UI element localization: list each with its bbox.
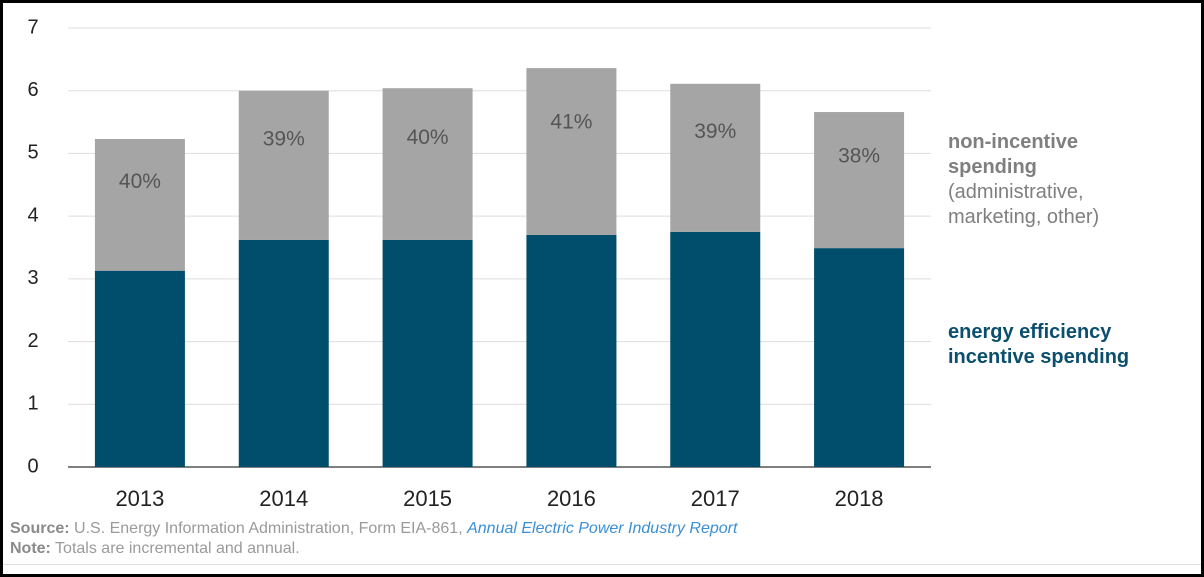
chart: 0 1 2 3 4 5 6 7 40% 2013 39% 2014 40% 2015 41% 2016 39% 2… <box>27 16 931 511</box>
note-text: Totals are incremental and annual. <box>55 540 300 557</box>
x-tick-label: 2017 <box>691 486 740 511</box>
legend-label: non-incentive spending <box>948 131 1079 178</box>
source-link[interactable]: Annual Electric Power Industry Report <box>467 520 738 537</box>
y-tick-label: 7 <box>27 16 38 38</box>
bar-segment <box>670 231 761 467</box>
bar-segment <box>526 234 617 467</box>
note-label: Note: <box>10 540 51 557</box>
share-label: 38% <box>838 144 880 167</box>
source-label: Source: <box>10 520 70 537</box>
bar-segment <box>238 90 329 240</box>
legend-nonincentive: non-incentive spending (administrative, … <box>948 130 1178 230</box>
divider <box>3 564 1201 565</box>
bar-segment <box>94 270 185 467</box>
bar-segment <box>814 248 905 467</box>
y-tick-label: 0 <box>27 455 38 477</box>
legend-note: (administrative, marketing, other) <box>948 181 1100 228</box>
y-tick-label: 1 <box>27 393 38 415</box>
share-label: 40% <box>119 170 161 193</box>
x-tick-label: 2018 <box>835 486 884 511</box>
bar-segment <box>526 68 617 235</box>
x-tick-label: 2015 <box>403 486 452 511</box>
share-label: 41% <box>550 111 592 134</box>
y-tick-label: 5 <box>27 142 38 164</box>
bar-segment <box>382 239 473 467</box>
note: Note: Totals are incremental and annual. <box>10 540 300 558</box>
legend-incentive: energy efficiency incentive spending <box>948 321 1130 368</box>
x-tick-label: 2013 <box>115 486 164 511</box>
bar-segment <box>670 83 761 232</box>
share-label: 39% <box>694 120 736 143</box>
y-tick-label: 6 <box>27 79 38 101</box>
source: Source: U.S. Energy Information Administ… <box>10 520 737 538</box>
x-tick-label: 2016 <box>547 486 596 511</box>
y-tick-label: 2 <box>27 330 38 352</box>
y-tick-label: 4 <box>27 204 38 226</box>
y-tick-label: 3 <box>27 267 38 289</box>
share-label: 40% <box>407 126 449 149</box>
x-tick-label: 2014 <box>259 486 308 511</box>
bar-segment <box>94 139 185 271</box>
share-label: 39% <box>263 128 305 151</box>
source-text: U.S. Energy Information Administration, … <box>74 520 463 537</box>
bar-segment <box>382 88 473 240</box>
bar-segment <box>238 239 329 467</box>
bar-segment <box>814 112 905 249</box>
